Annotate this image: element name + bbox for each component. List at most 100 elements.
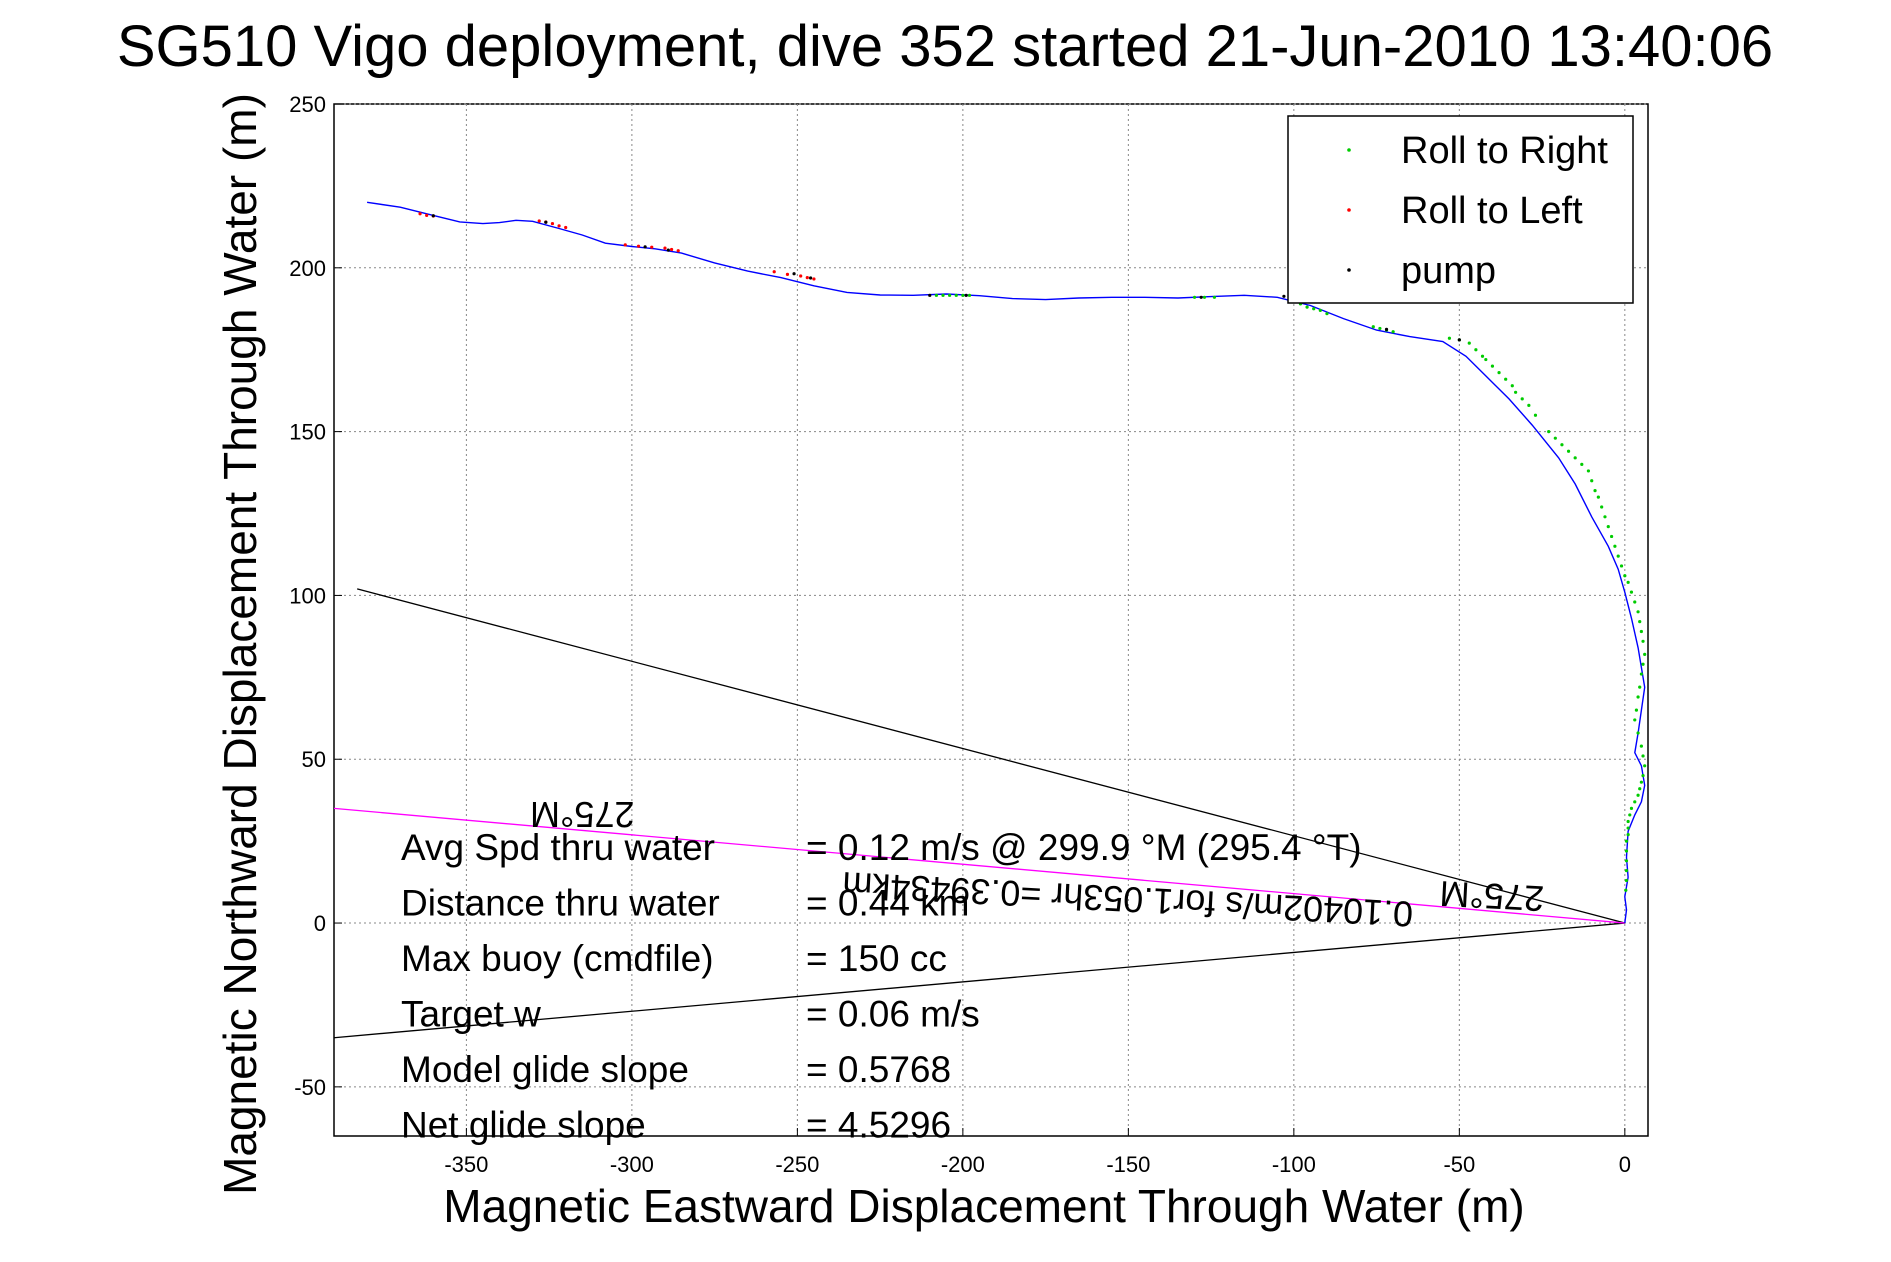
roll-left-point: [537, 219, 541, 223]
x-tick-label: 0: [1619, 1152, 1631, 1177]
pump-point: [431, 214, 435, 218]
legend-entry: Roll to Left: [1401, 190, 1583, 232]
info-value: = 4.5296: [806, 1105, 951, 1146]
roll-left-point: [663, 246, 667, 250]
x-tick-label: -350: [444, 1152, 488, 1177]
pump-point: [809, 276, 813, 280]
roll-left-point: [623, 243, 627, 247]
roll-right-point: [1192, 295, 1197, 299]
pump-point: [544, 220, 548, 224]
roll-right-point: [1606, 525, 1610, 529]
roll-right-point: [1624, 878, 1629, 883]
roll-right-point: [1391, 330, 1395, 334]
roll-right-point: [1305, 305, 1309, 309]
y-tick-label: 100: [289, 583, 326, 608]
roll-right-point: [1641, 639, 1645, 643]
info-value: = 0.06 m/s: [806, 994, 980, 1035]
roll-right-point: [1643, 764, 1647, 768]
pump-point: [1199, 295, 1203, 299]
roll-right-point: [1533, 413, 1538, 417]
roll-left-point: [636, 244, 641, 248]
roll-right-point: [1639, 672, 1643, 676]
roll-right-point: [1212, 295, 1217, 299]
x-tick-label: -50: [1443, 1152, 1475, 1177]
roll-right-point: [1633, 600, 1637, 604]
roll-right-point: [967, 293, 972, 297]
pump-point: [1282, 294, 1286, 298]
roll-right-point: [1474, 348, 1478, 352]
x-tick-label: -100: [1272, 1152, 1316, 1177]
info-label: Target w: [401, 994, 541, 1035]
pump-point: [1384, 327, 1389, 332]
roll-right-point: [1624, 849, 1629, 853]
tick-labels: -350 -300 -250 -200 -150 -100 -50 0 -50 0 50 100 150…: [289, 92, 1631, 1177]
pump-point: [1457, 338, 1461, 342]
roll-left-point: [418, 212, 422, 216]
roll-right-point: [1527, 403, 1531, 408]
roll-right-point: [1638, 620, 1642, 624]
roll-left-point: [564, 225, 568, 230]
rotated-annotation: 275°M: [530, 794, 634, 835]
reference-lines: [333, 588, 1625, 1039]
roll-right-point: [941, 293, 945, 297]
roll-left-point: [805, 276, 809, 280]
x-tick-label: -150: [1106, 1152, 1150, 1177]
roll-left-point: [812, 277, 816, 281]
roll-right-point: [1624, 839, 1629, 843]
roll-right-point: [1480, 354, 1485, 358]
roll-right-point: [1626, 819, 1630, 824]
roll-right-point: [1593, 488, 1597, 493]
x-tick-label: -250: [775, 1152, 819, 1177]
roll-right-point: [1628, 813, 1632, 817]
info-table: Avg Spd thru water = 0.12 m/s @ 299.9 °M …: [401, 827, 1362, 1146]
roll-right-point: [954, 293, 958, 297]
x-tick-label: -300: [610, 1152, 654, 1177]
roll-right-point: [1636, 610, 1640, 614]
roll-right-point: [1202, 295, 1207, 299]
roll-right-point: [1639, 780, 1643, 784]
roll-right-point: [1636, 695, 1640, 699]
roll-left-point: [670, 247, 674, 252]
roll-right-point: [1547, 430, 1551, 434]
roll-right-point: [1619, 564, 1624, 568]
roll-right-point: [1626, 826, 1630, 830]
roll-right-point: [1616, 554, 1620, 558]
roll-right-point: [1371, 325, 1375, 329]
roll-right-point: [1626, 832, 1630, 837]
roll-right-point: [1636, 731, 1640, 735]
roll-right-point: [1510, 384, 1514, 388]
info-value: = 0.12 m/s @ 299.9 °M (295.4 °T): [806, 827, 1362, 868]
roll-right-point: [1633, 800, 1637, 804]
roll-right-point: [1629, 806, 1634, 810]
info-value: = 0.44 km: [806, 883, 970, 924]
roll-left-point: [772, 270, 776, 274]
roll-left-point: [425, 213, 429, 217]
roll-right-point: [1639, 744, 1643, 748]
roll-right-point: [1624, 869, 1629, 873]
cone-lower-line: [333, 922, 1625, 1039]
roll-left-point: [799, 274, 803, 278]
roll-left-point: [785, 272, 790, 276]
roll-left-point: [676, 249, 680, 253]
roll-right-point: [1636, 793, 1640, 797]
info-label: Max buoy (cmdfile): [401, 938, 714, 979]
y-tick-label: 250: [289, 92, 326, 117]
roll-right-point: [1325, 312, 1329, 316]
roll-right-point: [1609, 534, 1614, 539]
roll-right-point: [1613, 544, 1617, 548]
roll-right-point: [1312, 307, 1316, 311]
roll-right-point: [1643, 652, 1647, 657]
info-label: Avg Spd thru water: [401, 827, 715, 868]
roll-left-point: [650, 245, 654, 249]
roll-right-point: [1639, 629, 1643, 634]
info-value: = 0.5768: [806, 1049, 951, 1090]
cone-upper-line: [357, 588, 1625, 924]
roll-right-point: [948, 293, 952, 297]
legend-marker: [1347, 148, 1351, 152]
roll-right-point: [1629, 590, 1634, 594]
roll-right-point: [1641, 754, 1645, 758]
legend-entry: pump: [1401, 250, 1496, 292]
roll-right-point: [961, 293, 965, 297]
roll-right-point: [1638, 787, 1642, 791]
